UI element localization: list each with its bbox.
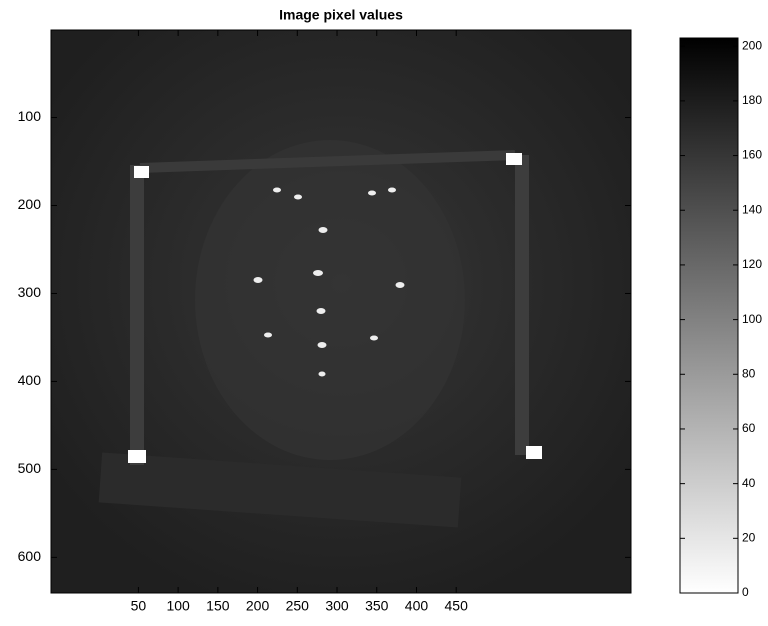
image bbox=[51, 30, 631, 593]
x-tick-label: 300 bbox=[325, 598, 349, 614]
x-tick-label: 150 bbox=[206, 598, 230, 614]
colorbar-tick-label: 180 bbox=[742, 93, 762, 107]
colorbar-tick-label: 160 bbox=[742, 148, 762, 162]
x-tick-label: 350 bbox=[365, 598, 389, 614]
y-tick-label: 100 bbox=[18, 108, 42, 124]
x-tick-label: 400 bbox=[405, 598, 429, 614]
colorbar-tick-label: 200 bbox=[742, 38, 762, 52]
y-tick-label: 200 bbox=[18, 196, 42, 212]
colorbar-tick-label: 80 bbox=[742, 366, 756, 380]
x-tick-label: 250 bbox=[286, 598, 310, 614]
chart-title: Image pixel values bbox=[279, 7, 403, 23]
x-tick-label: 200 bbox=[246, 598, 270, 614]
colorbar bbox=[680, 38, 738, 593]
chart: Image pixel values 501001502002503003504… bbox=[0, 0, 768, 621]
colorbar-tick-label: 60 bbox=[742, 421, 756, 435]
colorbar-tick-label: 120 bbox=[742, 257, 762, 271]
x-tick-label: 100 bbox=[166, 598, 190, 614]
colorbar-tick-label: 40 bbox=[742, 476, 756, 490]
x-tick-label: 450 bbox=[445, 598, 469, 614]
y-tick-label: 300 bbox=[18, 284, 42, 300]
colorbar-tick-label: 100 bbox=[742, 312, 762, 326]
y-tick-label: 600 bbox=[18, 548, 42, 564]
colorbar-tick-label: 0 bbox=[742, 585, 749, 599]
x-tick-label: 50 bbox=[131, 598, 147, 614]
colorbar-tick-label: 140 bbox=[742, 202, 762, 216]
colorbar-tick-label: 20 bbox=[742, 530, 756, 544]
y-tick-label: 500 bbox=[18, 460, 42, 476]
y-tick-label: 400 bbox=[18, 372, 42, 388]
